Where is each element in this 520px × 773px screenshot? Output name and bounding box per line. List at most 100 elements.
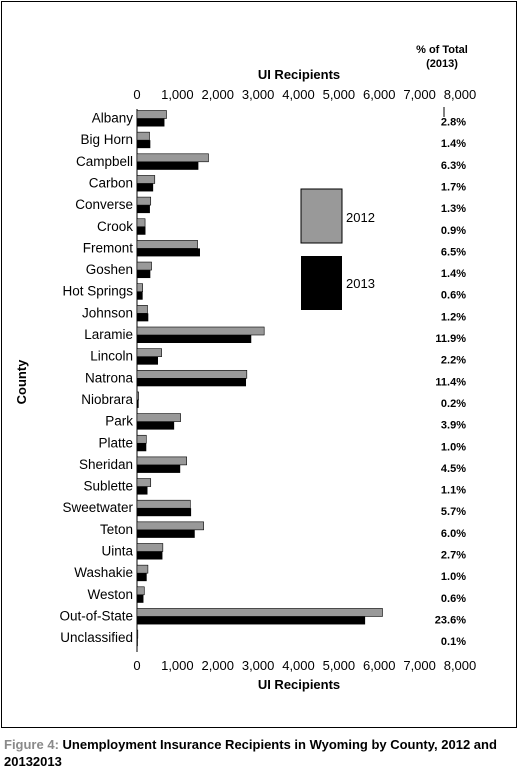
bar-2013 (137, 118, 165, 127)
bar-2013 (137, 335, 252, 343)
category-label: Unclassified (60, 630, 133, 645)
bar-2012 (136, 391, 139, 401)
category-label: Sheridan (79, 457, 133, 472)
x-tick-label-bottom: 7,000 (403, 658, 436, 673)
bar-2013 (137, 594, 144, 603)
bar-2012 (136, 478, 152, 487)
pct-of-total-label: 1.2% (441, 311, 466, 323)
pct-of-total-label: 1.7% (441, 181, 466, 193)
x-tick-label-bottom: 4,000 (282, 658, 315, 673)
category-label: Hot Springs (62, 284, 133, 299)
category-label: Teton (100, 522, 133, 537)
category-label: Weston (87, 587, 133, 602)
bar-2013 (137, 616, 366, 625)
bar-2012 (136, 110, 167, 119)
bar-2013 (137, 378, 247, 387)
bar-2013 (137, 399, 139, 408)
bar-2012 (136, 413, 181, 422)
bar-2013 (137, 551, 163, 560)
x-tick-label-top: 5,000 (323, 87, 356, 102)
category-label: Natrona (85, 370, 134, 385)
category-label: Goshen (86, 262, 133, 277)
bar-2012 (136, 586, 145, 596)
pct-of-total-label: 1.1% (441, 485, 466, 497)
bar-2012 (136, 131, 150, 141)
bar-2012 (136, 434, 147, 444)
category-label: Washakie (74, 565, 133, 580)
bar-2012 (136, 240, 198, 249)
x-axis-title-bottom: UI Recipients (258, 677, 340, 692)
x-tick-label-bottom: 3,000 (242, 658, 275, 673)
category-label: Sublette (83, 479, 133, 494)
bar-2012 (136, 175, 156, 184)
pct-of-total-label: 11.4% (435, 376, 466, 388)
bar-2013 (137, 573, 147, 582)
bar-2012 (136, 456, 187, 466)
pct-of-total-label: 1.4% (441, 268, 466, 280)
bar-2013 (137, 443, 147, 452)
category-label: Laramie (84, 327, 133, 342)
bar-2012 (136, 261, 152, 271)
x-tick-label-top: 2,000 (201, 87, 234, 102)
bar-chart: 0 0 1,000 1,000 2,000 2,000 3,000 3,000 4,000 4,0… (14, 44, 477, 692)
x-axis-title-top: UI Recipients (258, 67, 340, 82)
category-label: Campbell (76, 154, 133, 169)
pct-of-total-label: 1.3% (441, 203, 466, 215)
x-tick-label-bottom: 0 (133, 658, 140, 673)
bar-2012 (136, 499, 191, 509)
pct-of-total-label: 11.9% (435, 333, 466, 345)
category-label: Johnson (82, 305, 133, 320)
bar-2012 (136, 348, 162, 357)
bar-2012 (136, 153, 209, 163)
category-label: Sweetwater (62, 500, 133, 515)
bar-2013 (137, 205, 150, 214)
caption-title: Unemployment Insurance Recipients in Wyo… (4, 737, 497, 769)
bar-2012 (136, 629, 139, 639)
bar-2012 (136, 305, 148, 314)
pct-of-total-label: 6.5% (441, 246, 466, 258)
bar-2013 (137, 464, 181, 473)
category-label: Park (105, 414, 133, 429)
category-label: Crook (97, 219, 133, 234)
category-label: Out-of-State (59, 608, 133, 623)
pct-of-total-label: 0.6% (441, 290, 466, 302)
bar-2013 (137, 356, 158, 365)
bar-2013 (137, 313, 149, 322)
category-label: Niobrara (81, 392, 133, 407)
legend-swatch-2012 (300, 188, 343, 244)
pct-of-total-label: 0.9% (441, 225, 466, 237)
bar-2013 (137, 248, 200, 257)
pct-of-total-label: 4.5% (441, 463, 466, 475)
legend-swatch-2013 (301, 256, 342, 310)
category-label: Albany (92, 111, 134, 126)
pct-of-total-label: 5.7% (441, 506, 466, 518)
category-label: Converse (75, 197, 133, 212)
x-tick-label-top: 8,000 (444, 87, 477, 102)
figure-frame: 0 0 1,000 1,000 2,000 2,000 3,000 3,000 4,000 4,0… (1, 1, 517, 728)
pct-of-total-label: 2.8% (441, 117, 466, 129)
category-label: Big Horn (80, 132, 133, 147)
legend-label-2013: 2013 (346, 276, 375, 291)
category-label: Lincoln (90, 349, 133, 364)
pct-of-total-label: 2.2% (441, 355, 466, 367)
bar-2013 (137, 529, 195, 538)
x-tick-label-bottom: 1,000 (161, 658, 194, 673)
x-tick-label-top: 0 (133, 87, 140, 102)
pct-header-line1: % of Total (416, 44, 468, 56)
pct-of-total-label: 0.2% (441, 398, 466, 410)
bar-2012 (136, 521, 204, 531)
pct-of-total-label: 3.9% (441, 420, 466, 432)
bar-2013 (137, 508, 192, 517)
pct-of-total-label: 1.4% (441, 138, 466, 150)
pct-of-total-label: 6.0% (441, 528, 466, 540)
category-label: Fremont (83, 240, 134, 255)
bar-2013 (137, 270, 151, 279)
bar-2012 (136, 608, 383, 617)
category-label: Uinta (101, 544, 133, 559)
x-tick-label-bottom: 5,000 (323, 658, 356, 673)
legend-label-2012: 2012 (346, 210, 375, 225)
bar-2013 (137, 486, 148, 495)
pct-of-total-label: 1.0% (441, 441, 466, 453)
bar-2012 (136, 218, 146, 228)
bar-2013 (137, 291, 143, 300)
